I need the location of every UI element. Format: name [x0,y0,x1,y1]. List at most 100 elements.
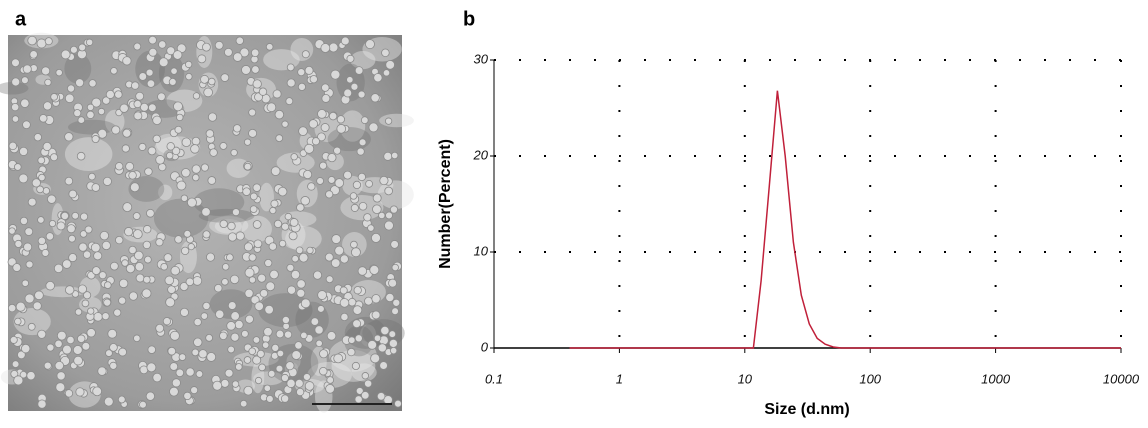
particle [272,89,282,99]
bright-patch [342,175,363,196]
particle [306,246,314,255]
particle [350,203,359,212]
particle [390,240,399,249]
particle [39,114,48,123]
particle [56,371,66,381]
particle [15,301,26,312]
particle [77,116,86,124]
particle [330,69,341,80]
particle [284,212,292,221]
dark-patch [128,176,165,202]
particle [327,153,337,163]
particle [152,134,161,144]
particle [144,167,153,176]
particle [380,326,390,336]
particle [281,315,290,325]
particle [253,239,263,249]
particle [316,177,324,185]
particle [173,101,183,112]
particle [258,363,266,372]
bright-patch [64,137,113,172]
particle [181,137,192,148]
particle [148,103,157,112]
particle [37,329,47,339]
particle [241,65,251,75]
particle [355,387,364,395]
particle [280,373,289,382]
bright-patch [13,308,51,336]
particle [138,72,148,81]
particle [176,113,184,122]
particle [378,211,386,220]
particle [379,175,389,186]
particle [60,49,71,60]
particle [235,231,245,241]
particle [241,329,249,338]
particle [9,335,18,344]
particle [128,291,138,301]
particle [165,151,174,160]
particle [186,197,197,208]
particle [133,334,141,342]
particle [224,368,234,378]
particle [339,298,350,308]
particle [33,133,42,142]
particle [257,273,267,283]
particle [220,73,230,82]
particle [296,288,306,298]
bright-patch [339,110,366,142]
particle [162,317,172,326]
particle [336,124,347,134]
particle [45,281,55,291]
particle [97,107,106,116]
particle [227,232,238,242]
particle [354,395,363,404]
particle [385,211,393,220]
particle [192,92,201,100]
particle [180,246,190,256]
particle [365,39,375,50]
particle [229,274,240,285]
particle [145,68,154,77]
particle [288,231,298,241]
particle [371,294,381,304]
particle [118,296,127,305]
particle [73,355,83,366]
particle [235,36,244,45]
particle [114,90,123,99]
particle [54,339,63,349]
particle [388,330,397,338]
particle [243,356,252,364]
particle [144,255,152,264]
particle [336,115,345,124]
particle [234,319,244,330]
particle [358,201,368,211]
particle [160,262,168,271]
particle [317,305,325,313]
particle [212,380,223,391]
y-tick-label: 30 [474,51,489,66]
particle [394,399,402,408]
particle [7,303,17,313]
particle [388,278,398,288]
particle [50,153,59,162]
particle [19,370,28,379]
particle [298,126,308,136]
particle [7,257,17,267]
particle [275,134,284,142]
particle [230,148,238,157]
particle [32,301,42,311]
particle [340,312,349,322]
particle [384,186,393,196]
particle [381,48,390,58]
particle [135,273,145,283]
particle [250,48,260,58]
particle [357,172,366,182]
particle [264,304,274,315]
particle [155,238,164,247]
particle [14,239,23,248]
particle [330,258,341,268]
particle [145,391,156,401]
particle [205,129,215,138]
particle [65,285,75,295]
